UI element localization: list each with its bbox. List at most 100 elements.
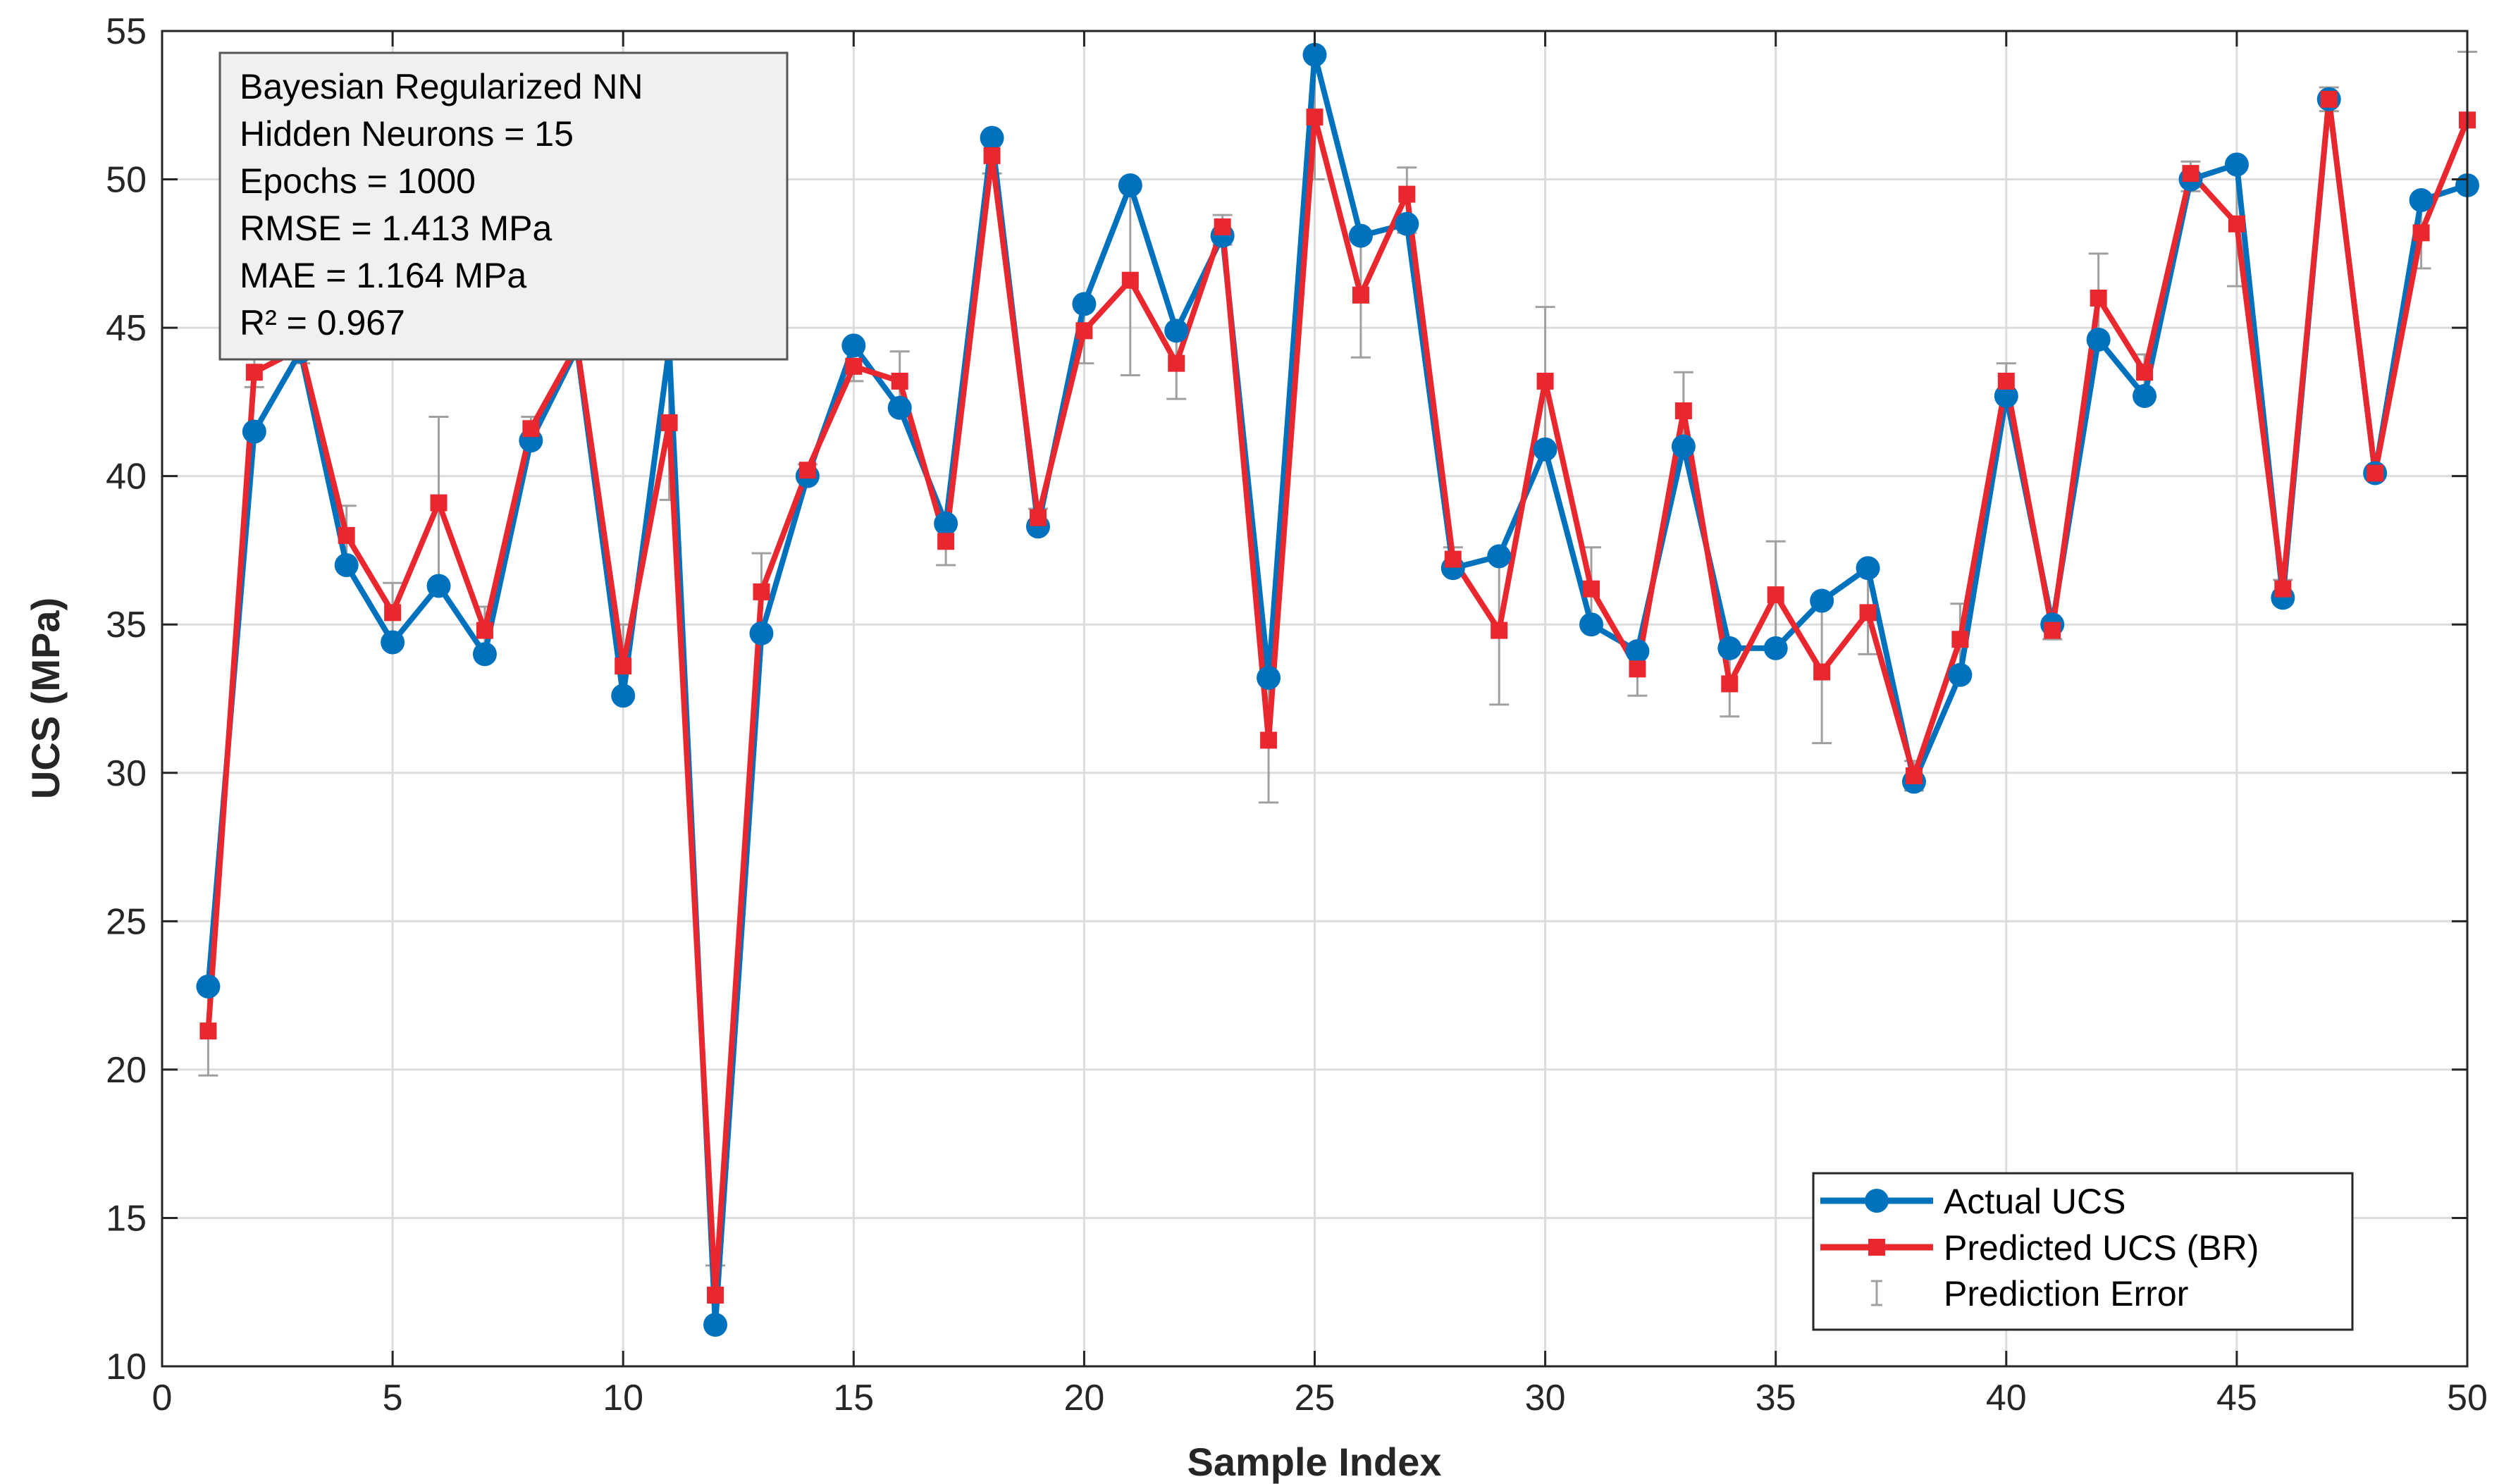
predicted-ucs-point — [707, 1286, 724, 1304]
y-tick-label: 40 — [106, 457, 147, 497]
predicted-ucs-point — [1352, 286, 1369, 304]
legend-actual-label: Actual UCS — [1944, 1182, 2125, 1221]
actual-ucs-point — [703, 1313, 728, 1337]
predicted-ucs-point — [1997, 372, 2015, 390]
actual-ucs-point — [1395, 211, 1419, 236]
actual-ucs-point — [934, 512, 958, 536]
predicted-ucs-point — [1674, 402, 1692, 420]
predicted-ucs-point — [1721, 675, 1739, 693]
model-info-box: Bayesian Regularized NN Hidden Neurons =… — [218, 51, 789, 361]
legend-error-marker — [1871, 1280, 1882, 1306]
predicted-ucs-point — [2090, 290, 2107, 307]
y-axis-title: UCS (MPa) — [23, 598, 68, 799]
actual-ucs-point — [887, 395, 912, 420]
predicted-ucs-point — [1536, 372, 1554, 390]
actual-ucs-point — [1533, 437, 1557, 462]
info-line-neurons: Hidden Neurons = 15 — [240, 114, 574, 154]
x-tick-label: 5 — [383, 1378, 403, 1418]
legend-actual-marker — [1865, 1189, 1889, 1213]
predicted-ucs-point — [1214, 218, 1231, 235]
predicted-ucs-point — [1905, 767, 1923, 784]
actual-ucs-point — [1810, 588, 1834, 613]
predicted-ucs-point — [2044, 622, 2061, 639]
actual-ucs-point — [841, 333, 866, 358]
model-info-background — [218, 51, 789, 361]
actual-ucs-point — [611, 684, 636, 708]
predicted-ucs-point — [1306, 109, 1323, 126]
y-tick-label: 10 — [106, 1347, 147, 1387]
predicted-ucs-point — [1951, 631, 1969, 648]
predicted-ucs-point — [2412, 224, 2430, 242]
actual-ucs-point — [1994, 383, 2018, 408]
actual-ucs-point — [1164, 319, 1189, 343]
actual-ucs-point — [1072, 292, 1097, 316]
predicted-ucs-point — [522, 420, 540, 438]
actual-ucs-point — [2133, 383, 2157, 408]
predicted-ucs-point — [615, 657, 632, 675]
predicted-ucs-point — [891, 372, 908, 390]
actual-ucs-point — [472, 642, 497, 667]
axis-ticks: 0 5 10 15 20 25 30 35 40 45 50 10 15 20 25 30 35 40 45 50 55 — [106, 11, 2488, 1418]
predicted-ucs-point — [2228, 215, 2245, 233]
actual-ucs-point — [2086, 327, 2111, 352]
actual-ucs-point — [1257, 666, 1281, 691]
y-tick-label: 30 — [106, 753, 147, 794]
actual-ucs-point — [381, 630, 405, 655]
predicted-ucs-point — [983, 147, 1001, 164]
y-tick-label: 50 — [106, 160, 147, 201]
legend-error-label: Prediction Error — [1944, 1274, 2188, 1313]
predicted-ucs-point — [1121, 271, 1139, 289]
actual-ucs-point — [2409, 188, 2433, 213]
predicted-ucs-point — [1859, 604, 1877, 622]
actual-ucs-point — [2224, 152, 2249, 177]
predicted-ucs-point — [2320, 90, 2338, 108]
predicted-ucs-point — [2182, 165, 2199, 183]
legend-predicted-marker — [1868, 1239, 1885, 1256]
info-line-mae: MAE = 1.164 MPa — [240, 256, 526, 295]
actual-ucs-point — [1856, 556, 1880, 581]
x-tick-label: 20 — [1063, 1378, 1104, 1418]
y-tick-label: 45 — [106, 308, 147, 349]
x-tick-label: 0 — [152, 1378, 173, 1418]
predicted-ucs-point — [1029, 509, 1047, 526]
predicted-ucs-point — [1444, 550, 1462, 568]
actual-ucs-point — [1579, 612, 1604, 637]
predicted-ucs-point — [384, 604, 402, 622]
x-tick-label: 25 — [1295, 1378, 1335, 1418]
predicted-ucs-point — [430, 494, 448, 512]
y-tick-label: 25 — [106, 901, 147, 942]
predicted-ucs-point — [2136, 364, 2154, 381]
predicted-ucs-point — [1398, 185, 1416, 203]
actual-ucs-point — [749, 621, 774, 645]
x-tick-label: 40 — [1986, 1378, 2027, 1418]
legend: Actual UCS Predicted UCS (BR) Prediction… — [1812, 1172, 2354, 1331]
predicted-ucs-point — [798, 462, 816, 479]
predicted-ucs-point — [937, 533, 955, 550]
predicted-ucs-point — [660, 414, 678, 431]
grid-lines — [162, 31, 2467, 1366]
x-tick-label: 50 — [2447, 1378, 2488, 1418]
predicted-ucs-point — [1168, 354, 1185, 372]
predicted-ucs-line — [205, 96, 2470, 1298]
legend-predicted-label: Predicted UCS (BR) — [1944, 1228, 2259, 1268]
info-line-model: Bayesian Regularized NN — [240, 67, 643, 106]
actual-ucs-point — [1118, 173, 1142, 197]
predicted-ucs-point — [845, 357, 863, 375]
y-tick-label: 55 — [106, 11, 147, 52]
actual-ucs-point — [1763, 636, 1788, 660]
predicted-ucs-point — [1260, 731, 1278, 749]
predicted-ucs-point — [753, 583, 770, 600]
actual-ucs-point — [980, 125, 1004, 150]
predicted-ucs-point — [1075, 322, 1093, 340]
info-line-r2: R² = 0.967 — [240, 303, 405, 342]
x-tick-label: 15 — [833, 1378, 874, 1418]
x-tick-label: 10 — [603, 1378, 643, 1418]
actual-ucs-point — [1717, 636, 1742, 660]
y-tick-label: 15 — [106, 1198, 147, 1239]
actual-ucs-point — [242, 419, 266, 444]
x-axis-title: Sample Index — [1187, 1440, 1441, 1484]
predicted-ucs-point — [1491, 622, 1508, 639]
predicted-ucs-point — [338, 526, 355, 544]
actual-ucs-point — [1948, 662, 1973, 687]
actual-ucs-point — [334, 553, 359, 577]
